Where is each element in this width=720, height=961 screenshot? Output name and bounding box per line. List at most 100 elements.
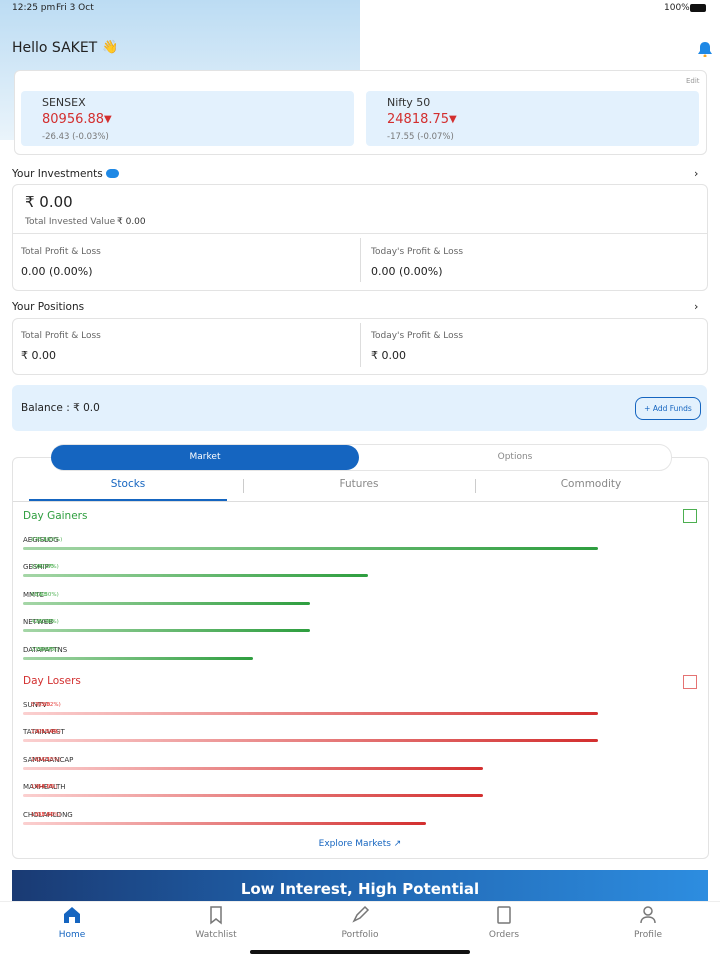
price: 4280.00 [31,619,54,625]
symbol[interactable]: TATAINVEST [23,728,65,736]
divider [13,233,707,234]
price: 570.80 [31,702,51,708]
nav-label[interactable]: Orders [488,930,520,940]
index-change: -26.43 (-0.03%) [42,132,109,142]
nav-label[interactable]: Portfolio [341,930,379,940]
home-indicator [250,950,470,954]
index-change: -17.55 (-0.07%) [387,132,454,142]
segment-option[interactable]: Options [497,452,533,462]
change: (-5.32%) [37,702,61,708]
label: Total Profit & Loss [21,331,101,341]
explore-link[interactable]: Explore Markets ↗ [318,839,402,849]
banner[interactable] [12,870,708,901]
chart-icon [683,675,697,689]
price: 2758.90 [31,647,54,653]
index-card[interactable] [21,91,354,146]
down-arrow: ▼ [104,114,112,125]
add-funds-button[interactable]: + Add Funds [635,397,701,420]
change: (-5.34%) [37,729,61,735]
price: 68.88 [31,592,47,598]
price: 1057.00 [31,564,54,570]
change: (-4.35%) [37,757,61,763]
value: 0.00 (0.00%) [371,265,443,278]
price: 1838.80 [31,812,54,818]
bar [23,657,253,660]
status-date: Fri 3 Oct [56,3,94,13]
nav-icon [352,905,370,923]
divider [13,501,708,502]
chevron[interactable]: › [694,300,699,313]
label: Total Invested Value [25,217,116,227]
balance-card [12,385,707,431]
symbol[interactable]: MAXHEALTH [23,783,66,791]
banner-text: Low Interest, High Potential [240,880,480,898]
nav-item[interactable]: Home [32,904,112,940]
symbol[interactable]: NETWEB [23,618,54,626]
tab[interactable]: Commodity [560,478,622,490]
nav-icon [640,906,656,924]
emoji: 👋 [102,40,119,55]
battery: 100% [664,3,690,13]
bar [23,822,426,825]
tab-active[interactable]: Stocks [110,478,146,490]
tab-underline [29,499,227,501]
divider [360,323,361,367]
symbol[interactable]: SUNTV [23,701,47,709]
eye-icon[interactable] [106,169,119,178]
explore-text[interactable]: Explore Markets [318,839,391,849]
label: Today's Profit & Loss [371,331,464,341]
symbol[interactable]: MMTC [23,591,44,599]
nav-item[interactable]: Profile [608,904,688,940]
nav-label[interactable]: Watchlist [195,930,237,940]
nav-item[interactable]: Watchlist [176,904,256,940]
change: (5.30%) [37,592,59,598]
nav-label[interactable]: Home [58,930,86,940]
balance: Balance : ₹ 0.0 [21,402,100,414]
index-value: 80956.88 [42,112,105,127]
symbol[interactable]: AEGISLOG [23,536,59,544]
gainers-title: Day Gainers [23,510,88,522]
value: ₹ 0.00 [117,217,146,227]
battery-icon [690,4,706,12]
divider [243,479,244,493]
change: (4.87%) [37,647,59,653]
edit[interactable]: Edit [686,77,700,85]
segment-active[interactable]: Market [51,445,359,470]
value: ₹ 0.00 [21,349,56,362]
divider [475,479,476,493]
bar [23,712,598,715]
index-value: 24818.75 [387,112,450,127]
change: (5.36%) [37,619,59,625]
price: 1063.00 [31,784,54,790]
bar [23,547,598,550]
symbol[interactable]: SAMMAANCAP [23,756,74,764]
bar [23,602,310,605]
value: 0.00 (0.00%) [21,265,93,278]
index-name: SENSEX [42,96,86,109]
greeting: Hello SAKET [12,40,98,56]
bar [23,767,483,770]
value: ₹ 0.00 [371,349,406,362]
chevron[interactable]: › [694,167,699,180]
chart-icon [683,509,697,523]
symbol[interactable]: DATAPATTNS [23,646,68,654]
nav-item[interactable]: Portfolio [320,904,400,940]
bar [23,794,483,797]
label: Total Profit & Loss [21,247,101,257]
bell-icon[interactable] [697,41,713,57]
nav-label[interactable]: Profile [634,930,662,940]
symbol[interactable]: GESHIP [23,563,49,571]
price: 875.80 [31,537,51,543]
section-title: Your Positions [12,301,85,313]
bar [23,629,310,632]
symbol[interactable]: CHOLAHLDNG [23,811,73,819]
nav-icon [64,907,80,923]
tab[interactable]: Futures [339,478,379,490]
divider [360,238,361,282]
status-time: 12:25 pm [12,3,56,13]
nav-icon [497,906,511,924]
index-card[interactable] [366,91,699,146]
nav-item[interactable]: Orders [464,904,544,940]
section-title: Your Investments [12,168,103,180]
